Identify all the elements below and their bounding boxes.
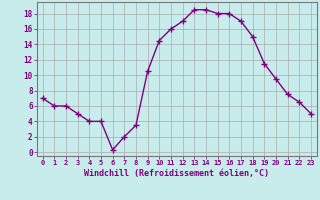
X-axis label: Windchill (Refroidissement éolien,°C): Windchill (Refroidissement éolien,°C) [84,169,269,178]
